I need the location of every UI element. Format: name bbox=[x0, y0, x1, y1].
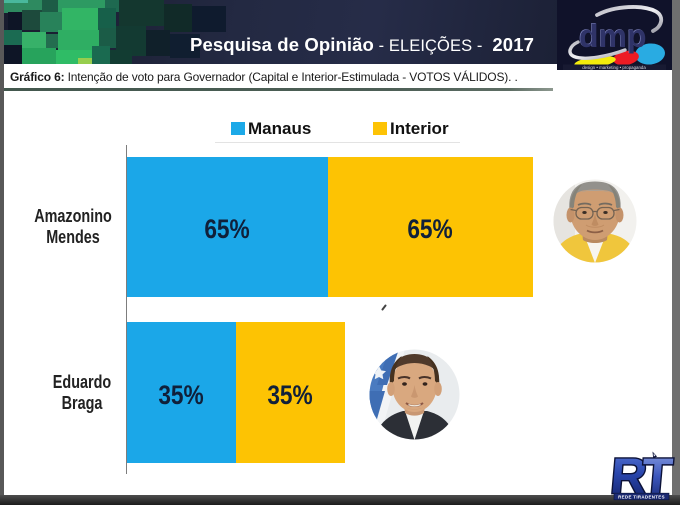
svg-text:dmp: dmp bbox=[579, 18, 647, 54]
svg-text:dmp: dmp bbox=[578, 17, 646, 53]
svg-text:design • marketing • propagand: design • marketing • propaganda bbox=[582, 65, 646, 70]
svg-text:REDE TIRADENTES: REDE TIRADENTES bbox=[618, 494, 665, 499]
